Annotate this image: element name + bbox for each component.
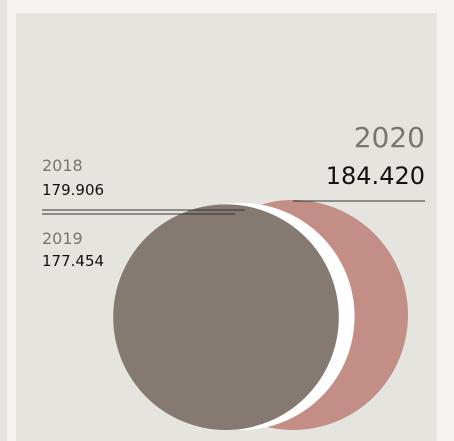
year-label: 2019 bbox=[42, 229, 83, 248]
year-label: 2020 bbox=[354, 121, 425, 154]
left-strip bbox=[0, 0, 7, 441]
year-label: 2018 bbox=[42, 156, 83, 175]
value-label: 177.454 bbox=[42, 252, 104, 270]
value-label: 184.420 bbox=[326, 162, 425, 190]
value-circle bbox=[113, 204, 339, 430]
value-label: 179.906 bbox=[42, 181, 104, 199]
